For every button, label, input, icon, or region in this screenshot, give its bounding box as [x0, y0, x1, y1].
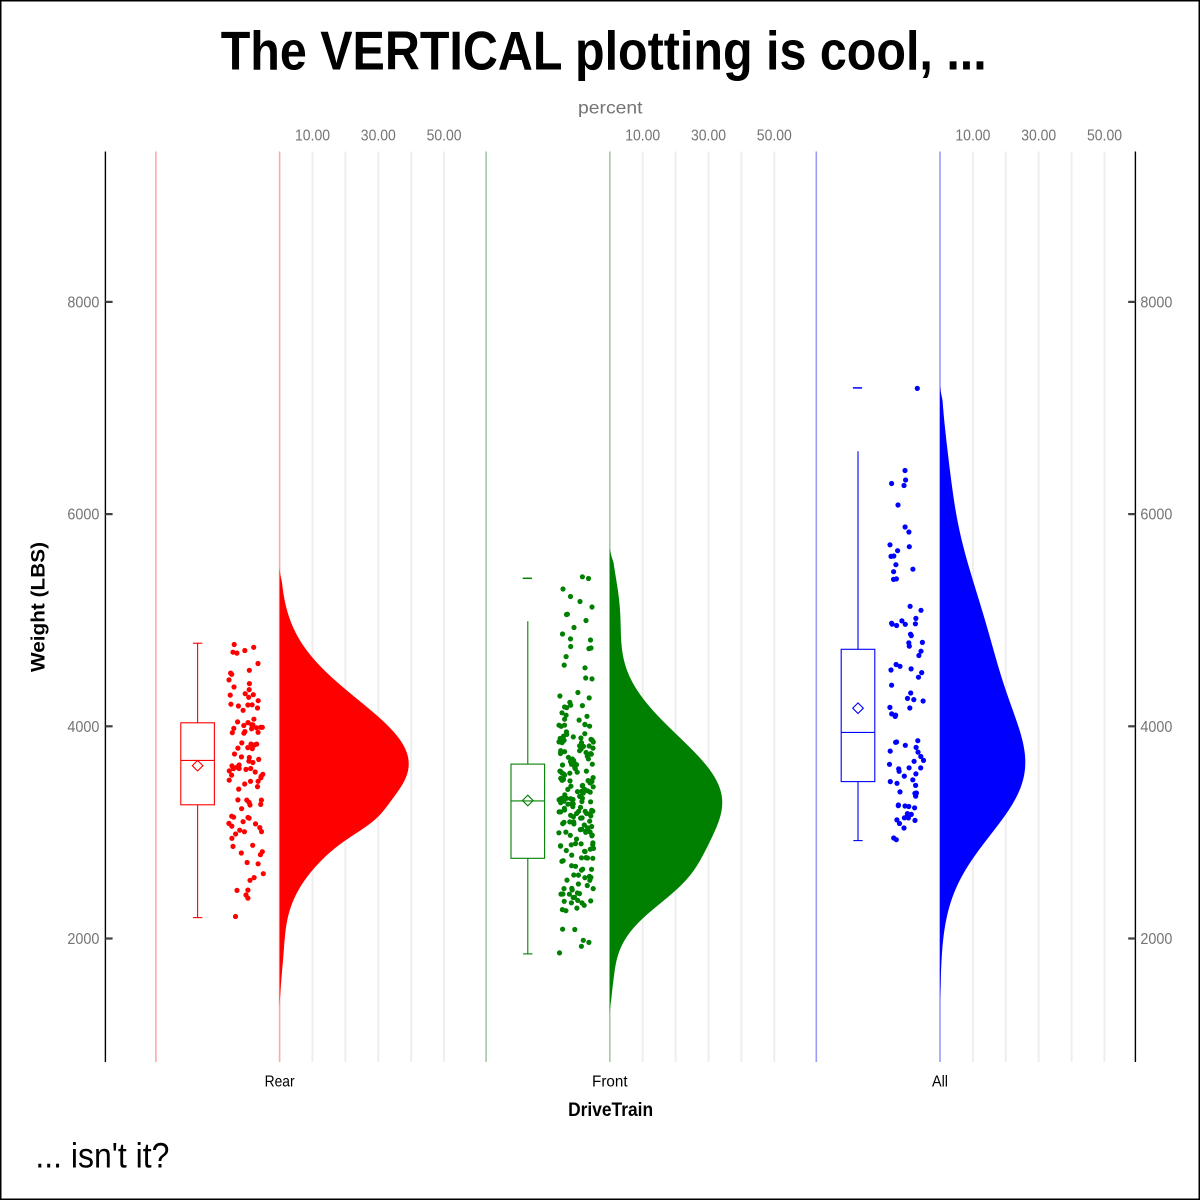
svg-text:2000: 2000 [1140, 931, 1172, 948]
svg-text:8000: 8000 [67, 295, 99, 312]
svg-text:50.00: 50.00 [427, 128, 462, 145]
svg-text:6000: 6000 [67, 507, 99, 524]
svg-text:4000: 4000 [67, 719, 99, 736]
svg-text:10.00: 10.00 [625, 128, 660, 145]
svg-text:Rear: Rear [265, 1074, 296, 1091]
svg-text:4000: 4000 [1140, 719, 1172, 736]
svg-text:30.00: 30.00 [361, 128, 396, 145]
svg-text:2000: 2000 [67, 931, 99, 948]
svg-text:percent: percent [578, 97, 643, 117]
svg-text:All: All [932, 1074, 948, 1091]
svg-text:Weight (LBS): Weight (LBS) [28, 542, 50, 672]
svg-text:The VERTICAL plotting is cool,: The VERTICAL plotting is cool, ... [221, 20, 987, 82]
svg-text:Front: Front [592, 1074, 628, 1091]
svg-text:8000: 8000 [1140, 295, 1172, 312]
svg-text:30.00: 30.00 [691, 128, 726, 145]
svg-text:10.00: 10.00 [295, 128, 330, 145]
svg-text:... isn't it?: ... isn't it? [35, 1136, 169, 1175]
svg-text:50.00: 50.00 [757, 128, 792, 145]
svg-text:50.00: 50.00 [1087, 128, 1122, 145]
svg-text:10.00: 10.00 [955, 128, 990, 145]
svg-text:6000: 6000 [1140, 507, 1172, 524]
svg-text:DriveTrain: DriveTrain [568, 1099, 653, 1121]
svg-text:30.00: 30.00 [1021, 128, 1056, 145]
